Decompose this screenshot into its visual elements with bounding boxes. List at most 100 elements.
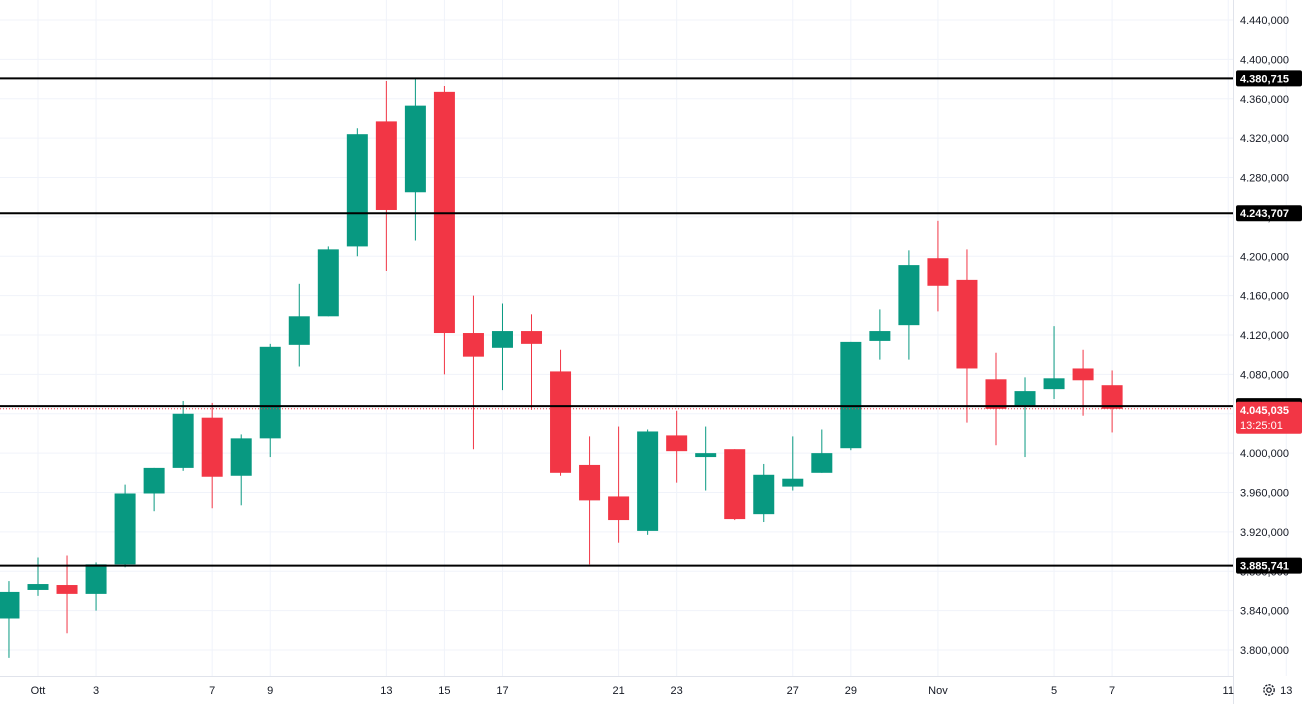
candle-body bbox=[259, 346, 281, 439]
candle-body bbox=[724, 449, 746, 520]
candle-down bbox=[579, 436, 601, 565]
candle-up bbox=[869, 309, 891, 360]
candle-body bbox=[404, 105, 426, 193]
candle-down bbox=[201, 402, 223, 509]
candle-body bbox=[637, 431, 659, 531]
candle-body bbox=[869, 331, 891, 341]
candle-body bbox=[753, 474, 775, 515]
candle-up bbox=[230, 434, 252, 506]
candle-down bbox=[521, 314, 543, 410]
candle-body bbox=[927, 258, 949, 286]
candle-down bbox=[462, 295, 484, 450]
candle-up bbox=[404, 79, 426, 241]
candle-down bbox=[1072, 349, 1094, 416]
candle-body bbox=[114, 493, 136, 565]
time-tick-label: 13 bbox=[380, 685, 392, 697]
candle-down bbox=[985, 352, 1007, 446]
candle-body bbox=[782, 478, 804, 487]
candle-body bbox=[317, 249, 339, 317]
candle-body bbox=[898, 265, 920, 326]
price-tick-label: 4.160,000 bbox=[1240, 291, 1289, 303]
time-tick-label: 27 bbox=[787, 685, 799, 697]
candle-body bbox=[0, 591, 20, 619]
time-tick-label: 7 bbox=[1109, 685, 1115, 697]
candle-body bbox=[172, 413, 194, 468]
candle-up bbox=[695, 426, 717, 491]
price-tick-label: 4.400,000 bbox=[1240, 54, 1289, 66]
candle-up bbox=[27, 557, 49, 596]
level-price-badge bbox=[1236, 557, 1302, 574]
time-tick-label: 13 bbox=[1280, 685, 1292, 697]
candle-down bbox=[56, 555, 78, 634]
candle-body bbox=[956, 279, 978, 369]
bar-countdown-label: 13:25:01 bbox=[1240, 420, 1283, 432]
candle-down bbox=[433, 85, 455, 375]
price-tick-label: 3.960,000 bbox=[1240, 488, 1289, 500]
candle-up bbox=[637, 429, 659, 535]
level-layer bbox=[0, 77, 1233, 567]
candle-up bbox=[288, 283, 310, 367]
candle-down bbox=[927, 220, 949, 312]
candle-body bbox=[346, 134, 368, 247]
candle-down bbox=[608, 426, 630, 543]
settings-button[interactable] bbox=[1258, 680, 1280, 700]
candle-up bbox=[491, 303, 513, 391]
candle-up bbox=[259, 343, 281, 458]
price-tick-label: 4.200,000 bbox=[1240, 251, 1289, 263]
candle-body bbox=[985, 379, 1007, 409]
candle-body bbox=[521, 331, 543, 344]
price-tick-label: 4.000,000 bbox=[1240, 448, 1289, 460]
price-tick-label: 4.280,000 bbox=[1240, 173, 1289, 185]
candle-up bbox=[898, 250, 920, 360]
candle-down bbox=[956, 249, 978, 423]
time-tick-label: 5 bbox=[1051, 685, 1057, 697]
candle-body bbox=[375, 121, 397, 210]
candle-down bbox=[550, 349, 572, 476]
time-tick-label: Nov bbox=[928, 685, 948, 697]
level-price-badge bbox=[1236, 70, 1302, 87]
gear-icon bbox=[1263, 684, 1275, 696]
candle-body bbox=[1043, 378, 1065, 390]
price-tick-label: 3.840,000 bbox=[1240, 606, 1289, 618]
price-axis[interactable]: 3.800,0003.840,0003.880,0003.920,0003.96… bbox=[1233, 0, 1303, 704]
candle-up bbox=[172, 400, 194, 471]
time-tick-label: 17 bbox=[496, 685, 508, 697]
candle-body bbox=[1014, 391, 1036, 407]
time-tick-label: Ott bbox=[31, 685, 46, 697]
candle-body bbox=[56, 585, 78, 594]
time-tick-label: 11 bbox=[1223, 685, 1234, 697]
candle-body bbox=[230, 438, 252, 476]
candle-up bbox=[85, 562, 107, 611]
price-tick-label: 3.920,000 bbox=[1240, 527, 1289, 539]
candle-body bbox=[666, 435, 688, 452]
candle-body bbox=[579, 464, 601, 501]
candle-up bbox=[753, 463, 775, 523]
candle-up bbox=[811, 429, 833, 473]
time-tick-label: 7 bbox=[209, 685, 215, 697]
candle-body bbox=[840, 341, 862, 449]
time-tick-label: 21 bbox=[612, 685, 624, 697]
price-tick-label: 4.440,000 bbox=[1240, 15, 1289, 27]
candle-up bbox=[317, 246, 339, 317]
grid-layer bbox=[0, 0, 1287, 676]
level-price-label: 4.380,715 bbox=[1240, 73, 1289, 85]
candle-up bbox=[114, 484, 136, 568]
level-price-label: 4.243,707 bbox=[1240, 208, 1289, 220]
time-axis[interactable]: Ott37913151721232729Nov5711131719212527 bbox=[0, 676, 1305, 698]
candle-up bbox=[0, 581, 20, 658]
candle-down bbox=[724, 449, 746, 521]
time-tick-label: 23 bbox=[671, 685, 683, 697]
level-price-label: 3.885,741 bbox=[1240, 561, 1289, 573]
time-tick-label: 15 bbox=[438, 685, 450, 697]
candle-body bbox=[85, 564, 107, 594]
candle-body bbox=[1101, 385, 1123, 409]
candle-body bbox=[550, 371, 572, 473]
candle-up bbox=[840, 341, 862, 451]
candle-body bbox=[811, 453, 833, 473]
last-price-badge bbox=[1236, 401, 1302, 434]
candle-body bbox=[462, 333, 484, 357]
time-tick-label: 9 bbox=[267, 685, 273, 697]
candle-body bbox=[695, 453, 717, 458]
